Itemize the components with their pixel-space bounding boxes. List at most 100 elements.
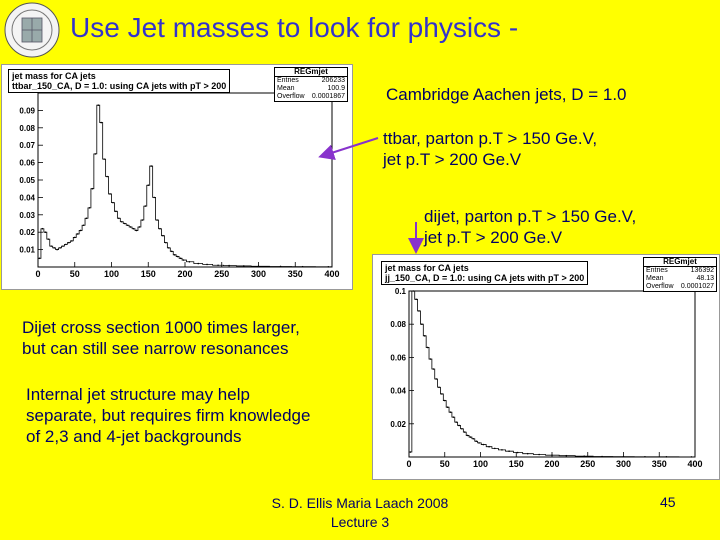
chart1-data-point	[59, 247, 61, 249]
ttbar-mean-label: Mean	[277, 85, 295, 92]
chart2-data-point	[409, 451, 412, 453]
chart1-data-point	[159, 227, 161, 230]
chart2-x-tick-label: 350	[652, 459, 667, 469]
chart1-data-point	[188, 260, 191, 263]
algorithm-label: Cambridge Aachen jets, D = 1.0	[386, 85, 627, 104]
chart1-data-point	[206, 263, 208, 266]
chart1-data-point	[147, 184, 150, 187]
chart2-plot-frame	[408, 290, 696, 458]
chart1-data-point	[327, 266, 330, 268]
chart2-x-tick-label: 200	[544, 459, 559, 469]
dijet-annotation-line2: jet p.T > 200 Ge.V	[424, 228, 563, 247]
chart1-x-tick-label: 150	[141, 269, 156, 279]
chart2-data-point	[469, 436, 472, 438]
chart1-data-point	[91, 187, 94, 190]
ttbar-overflow-value: 0.0001867	[311, 93, 345, 100]
dijet-overflow-label: Overflow	[646, 283, 674, 290]
chart1-data-point	[123, 222, 126, 225]
chart2-data-point	[458, 424, 460, 427]
chart2-x-tick-label: 250	[580, 459, 595, 469]
chart1-y-tick-label: 0.08	[19, 124, 35, 133]
ttbar-stats-name: REGmjet	[275, 68, 347, 77]
chart2-data-point	[601, 455, 603, 458]
chart1-data-point	[179, 257, 182, 260]
chart2-y-tick-label: 0.1	[395, 287, 407, 296]
ttbar-plot-panel: 0 50 100 150 200 250 300 350 400 0.01 0.02 0.03 0.04…	[1, 64, 353, 290]
chart1-y-tick-label: 0.05	[19, 176, 35, 185]
ttbar-annotation-line1: ttbar, parton p.T > 150 Ge.V,	[383, 129, 598, 148]
chart1-x-tick-label: 50	[70, 269, 80, 279]
dijet-plot-header: jet mass for CA jets jj_150_CA, D = 1.0:…	[381, 261, 589, 285]
dijet-plot-title: jet mass for CA jets	[385, 263, 469, 273]
dijet-mean-value: 48.13	[696, 275, 714, 282]
ttbar-entries-value: 206233	[321, 77, 345, 84]
university-seal-logo	[4, 2, 60, 58]
chart1-data-point	[79, 229, 82, 232]
footer-credit: S. D. Ellis Maria Laach 2008 Lecture 3	[260, 494, 460, 532]
dijet-jet-mass-chart: 0 50 100 150 200 250 300 350 400 0.02 0.04 0.06 0.08…	[390, 287, 702, 469]
ttbar-plot-subtitle: ttbar_150_CA, D = 1.0: using CA jets wit…	[12, 81, 227, 91]
chart1-data-point	[132, 227, 135, 230]
chart1-x-tick-label: 300	[251, 269, 266, 279]
chart1-data-point	[47, 238, 50, 240]
ttbar-jet-mass-chart: 0 50 100 150 200 250 300 350 400 0.01 0.02 0.03 0.04…	[19, 92, 340, 279]
chart1-data-point	[109, 193, 111, 195]
chart1-data-point	[156, 219, 158, 221]
dijet-entries-value: 136392	[690, 267, 714, 274]
chart2-data-point	[421, 323, 423, 325]
chart1-data-point	[106, 175, 108, 178]
chart1-data-point	[138, 226, 141, 228]
chart2-y-tick-label: 0.06	[390, 353, 406, 362]
chart1-data-point	[94, 153, 97, 155]
chart2-data-point	[690, 456, 693, 458]
chart2-data-point	[508, 450, 510, 452]
chart1-plot-frame	[37, 92, 333, 268]
chart2-data-point	[449, 411, 452, 413]
chart2-data-point	[415, 298, 417, 301]
chart1-data-point	[170, 250, 173, 253]
chart2-x-tick-label: 300	[616, 459, 631, 469]
ttbar-plot-header: jet mass for CA jets ttbar_150_CA, D = 1…	[8, 69, 231, 93]
chart1-data-point	[88, 207, 91, 209]
chart1-data-point	[118, 217, 120, 220]
bullet-1-line1: Dijet cross section 1000 times larger,	[22, 318, 300, 337]
chart1-x-tick-label: 350	[288, 269, 303, 279]
page-number: 45	[660, 494, 676, 510]
chart1-data-point	[182, 259, 185, 261]
chart1-data-point	[301, 265, 304, 268]
ttbar-annotation-line2: jet p.T > 200 Ge.V	[383, 150, 522, 169]
chart1-data-point	[176, 255, 179, 258]
chart1-data-point	[115, 210, 117, 213]
chart1-data-point	[112, 201, 114, 204]
chart2-data-point	[644, 455, 646, 458]
ttbar-annotation: ttbar, parton p.T > 150 Ge.V, jet p.T > …	[383, 128, 597, 170]
chart1-data-point	[243, 265, 245, 267]
chart1-data-point	[103, 158, 105, 160]
chart1-y-tick-label: 0.04	[19, 193, 35, 202]
chart2-data-point	[565, 454, 568, 457]
chart2-data-point	[516, 451, 519, 454]
dijet-overflow-value: 0.0001027	[680, 283, 714, 290]
chart1-data-point	[153, 196, 155, 199]
chart2-data-point	[452, 416, 455, 418]
chart1-data-point	[173, 254, 176, 256]
ttbar-overflow-label: Overflow	[277, 93, 305, 100]
chart2-data-point	[426, 346, 429, 349]
chart1-data-point	[129, 226, 132, 228]
footer-line2: Lecture 3	[330, 514, 390, 530]
chart1-x-tick-label: 0	[35, 269, 40, 279]
chart1-data-point	[53, 247, 55, 249]
chart1-data-point	[120, 220, 123, 223]
chart1-y-tick-label: 0.01	[19, 246, 35, 255]
chart2-data-point	[418, 310, 420, 312]
bullet-internal-structure: Internal jet structure may help separate…	[26, 384, 310, 447]
chart1-x-tick-label: 250	[214, 269, 229, 279]
ttbar-plot-title: jet mass for CA jets	[12, 71, 96, 81]
chart2-data-point	[475, 440, 478, 443]
chart2-data-point	[526, 452, 529, 455]
chart1-data-point	[76, 233, 79, 235]
dijet-mean-label: Mean	[646, 275, 664, 282]
chart1-y-tick-label: 0.09	[19, 106, 35, 115]
dijet-annotation: dijet, parton p.T > 150 Ge.V, jet p.T > …	[424, 206, 636, 248]
slide-title: Use Jet masses to look for physics -	[70, 12, 519, 43]
